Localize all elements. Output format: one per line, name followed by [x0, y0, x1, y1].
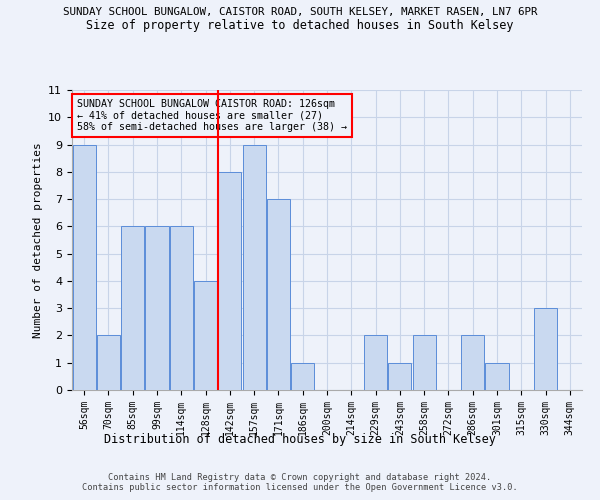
- Bar: [413, 336, 436, 390]
- Bar: [267, 199, 290, 390]
- Bar: [534, 308, 557, 390]
- Y-axis label: Number of detached properties: Number of detached properties: [33, 142, 43, 338]
- Bar: [121, 226, 144, 390]
- Bar: [73, 144, 95, 390]
- Bar: [291, 362, 314, 390]
- Bar: [364, 336, 387, 390]
- Bar: [194, 281, 217, 390]
- Bar: [461, 336, 484, 390]
- Bar: [485, 362, 509, 390]
- Bar: [170, 226, 193, 390]
- Bar: [388, 362, 412, 390]
- Bar: [97, 336, 120, 390]
- Text: Contains public sector information licensed under the Open Government Licence v3: Contains public sector information licen…: [82, 484, 518, 492]
- Text: SUNDAY SCHOOL BUNGALOW, CAISTOR ROAD, SOUTH KELSEY, MARKET RASEN, LN7 6PR: SUNDAY SCHOOL BUNGALOW, CAISTOR ROAD, SO…: [63, 8, 537, 18]
- Bar: [242, 144, 266, 390]
- Bar: [145, 226, 169, 390]
- Bar: [218, 172, 241, 390]
- Text: SUNDAY SCHOOL BUNGALOW CAISTOR ROAD: 126sqm
← 41% of detached houses are smaller: SUNDAY SCHOOL BUNGALOW CAISTOR ROAD: 126…: [77, 99, 347, 132]
- Text: Contains HM Land Registry data © Crown copyright and database right 2024.: Contains HM Land Registry data © Crown c…: [109, 472, 491, 482]
- Text: Size of property relative to detached houses in South Kelsey: Size of property relative to detached ho…: [86, 19, 514, 32]
- Text: Distribution of detached houses by size in South Kelsey: Distribution of detached houses by size …: [104, 432, 496, 446]
